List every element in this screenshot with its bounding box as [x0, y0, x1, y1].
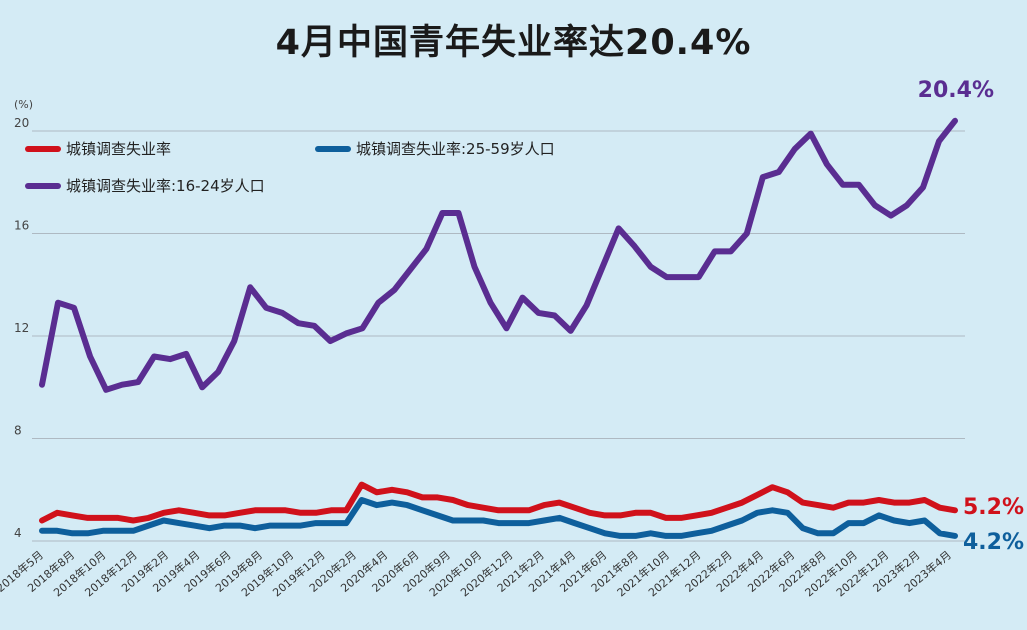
y-tick-label: 8 — [14, 424, 22, 438]
x-axis-ticks: 2018年5月2018年8月2018年10月2018年12月2019年2月201… — [0, 548, 954, 600]
legend-label: 城镇调查失业率:16-24岁人口 — [66, 177, 265, 195]
end-value-label: 4.2% — [963, 530, 1024, 555]
series-line-1 — [39, 481, 958, 524]
end-value-label: 5.2% — [963, 495, 1024, 520]
chart-title: 4月中国青年失业率达20.4% — [275, 23, 752, 63]
grid-lines — [32, 130, 965, 542]
legend-label: 城镇调查失业率:25-59岁人口 — [356, 140, 555, 158]
y-tick-label: 12 — [14, 321, 29, 335]
series-line-3 — [39, 117, 958, 393]
end-labels: 5.2% 4.2% 20.4% — [918, 78, 1024, 555]
series-line-2 — [39, 497, 958, 539]
y-tick-label: 20 — [14, 116, 29, 130]
y-tick-label: 4 — [14, 526, 22, 540]
y-axis-ticks: 4 8 12 16 20 — [14, 116, 29, 540]
legend-label: 城镇调查失业率 — [66, 140, 171, 158]
y-tick-label: 16 — [14, 219, 29, 233]
series-lines — [39, 117, 958, 539]
y-axis-unit: (%) — [14, 98, 33, 111]
end-value-label: 20.4% — [918, 78, 994, 103]
